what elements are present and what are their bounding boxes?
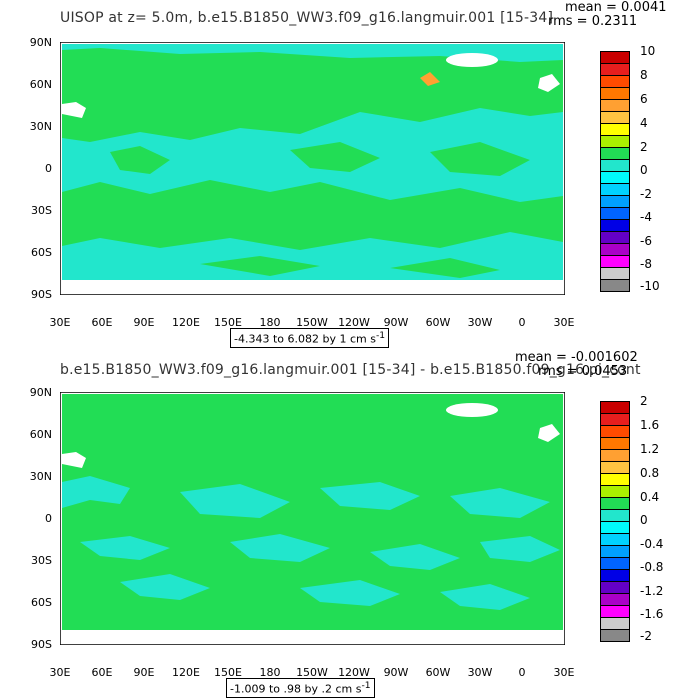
bottom-lon-label: 90W [383,666,409,679]
bottom-colorbar-label: -2 [640,629,652,643]
top-panel: UISOP at z= 5.0m, b.e15.B1850_WW3.f09_g1… [29,0,667,348]
top-colorbar-label: -10 [640,279,660,293]
bottom-panel: b.e15.B1850_WW3.f09_g16.langmuir.001 [15… [0,350,700,700]
top-colorbar-label: 4 [640,116,648,130]
top-lon-label: 120W [338,316,370,329]
bottom-lon-label: 30W [467,666,493,679]
top-lon-label: 30E [553,316,575,329]
bottom-colorbar-label: 0 [640,513,648,527]
top-map-svg [60,42,565,295]
bottom-colorbar-label: -0.8 [640,560,664,574]
bottom-lon-label: 60W [425,666,451,679]
colorbar-swatch [600,629,630,642]
bottom-map-svg [60,392,565,645]
top-lon-label: 30W [467,316,493,329]
bottom-lon-label: 150W [296,666,328,679]
top-rms: rms = 0.2311 [548,14,638,29]
bottom-lat-label: 30S [31,554,52,567]
bottom-rms: rms = 0.0453 [538,364,628,379]
bottom-lon-label: 30E [49,666,71,679]
bottom-lon-label: 90E [133,666,155,679]
top-map [60,42,565,295]
bottom-colorbar-label: 0.8 [640,466,660,480]
top-lon-label: 30E [49,316,71,329]
top-range-box: -4.343 to 6.082 by 1 cm s-1 [230,328,390,348]
bottom-lon-label: 120W [338,666,370,679]
bottom-lat-label: 30N [29,470,52,483]
bottom-lon-label: 120E [172,666,200,679]
top-lon-label: 120E [172,316,200,329]
bottom-colorbar-label: 1.2 [640,442,660,456]
top-colorbar-label: 6 [640,92,648,106]
top-lat-label: 90S [31,288,52,301]
top-colorbar-label: -2 [640,187,652,201]
bottom-range-exp: -1 [361,680,371,691]
top-mean: mean = 0.0041 [565,0,667,15]
top-lon-label: 60E [91,316,113,329]
bottom-lon-label: 30E [553,666,575,679]
bottom-colorbar-label: -1.6 [640,607,664,621]
top-lon-label: 150E [214,316,242,329]
bottom-mean: mean = -0.001602 [515,350,638,365]
top-lon-label: 180 [259,316,281,329]
bottom-colorbar [600,401,630,642]
bottom-range-box: -1.009 to .98 by .2 cm s-1 [226,678,375,698]
top-lat-label: 60S [31,246,52,259]
top-lat-label: 60N [29,78,52,91]
bottom-colorbar-label: 0.4 [640,490,660,504]
top-colorbar-label: -6 [640,234,652,248]
bottom-colorbar-label: 2 [640,394,648,408]
top-lat-label: 30S [31,204,52,217]
top-lat-label: 90N [29,36,52,49]
top-lon-label: 90E [133,316,155,329]
bottom-lon-label: 150E [214,666,242,679]
top-range-exp: -1 [375,330,386,341]
top-lon-label: 90W [383,316,409,329]
bottom-colorbar-label: -1.2 [640,584,664,598]
bottom-title: b.e15.B1850_WW3.f09_g16.langmuir.001 [15… [60,362,641,378]
bottom-lon-label: 0 [518,666,526,679]
top-colorbar-label: -8 [640,257,652,271]
bottom-lon-label: 180 [259,666,281,679]
top-lon-label: 0 [518,316,526,329]
top-title: UISOP at z= 5.0m, b.e15.B1850_WW3.f09_g1… [60,10,554,26]
bottom-colorbar-label: 1.6 [640,418,660,432]
bottom-colorbar-label: -0.4 [640,537,664,551]
bottom-map [60,392,565,645]
top-colorbar-label: -4 [640,210,652,224]
colorbar-swatch [600,279,630,292]
bottom-range-text: -1.009 to .98 by .2 cm s [230,682,362,696]
top-lat-label: 30N [29,120,52,133]
top-range-text: -4.343 to 6.082 by 1 cm s [234,332,376,346]
top-colorbar-label: 10 [640,44,656,58]
top-colorbar-label: 8 [640,68,648,82]
bottom-lon-label: 60E [91,666,113,679]
top-colorbar-label: 0 [640,163,648,177]
bottom-lat-label: 90N [29,386,52,399]
top-colorbar-label: 2 [640,140,648,154]
bottom-lat-label: 0 [45,512,52,525]
top-lon-label: 60W [425,316,451,329]
top-lon-label: 150W [296,316,328,329]
bottom-lat-label: 90S [31,638,52,651]
bottom-lat-label: 60N [29,428,52,441]
top-lat-label: 0 [45,162,52,175]
top-colorbar [600,51,630,292]
bottom-lat-label: 60S [31,596,52,609]
